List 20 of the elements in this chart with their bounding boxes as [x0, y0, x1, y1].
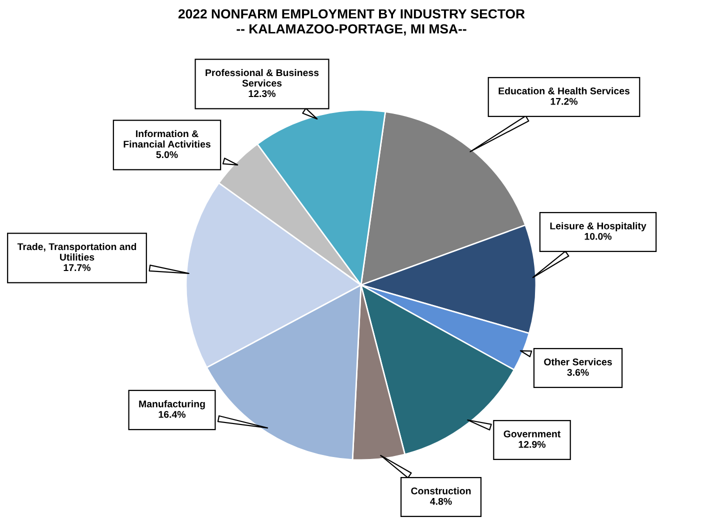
- data-label: 12.9%: [518, 440, 546, 448]
- slice-label: Manufacturing: [139, 400, 205, 410]
- slice-label: Other Services: [544, 358, 612, 366]
- slice-label: Education & Health Services: [498, 87, 630, 94]
- slice-label: Leisure & Hospitality: [550, 222, 646, 232]
- slice-label: Information & Financial Activities: [124, 130, 210, 148]
- chart-title: 2022 NONFARM EMPLOYMENT BY INDUSTRY SECTOR: [178, 9, 525, 19]
- slice-label: Government: [504, 430, 561, 438]
- data-label: 17.2%: [550, 98, 578, 105]
- chart-subtitle: -- KALAMAZOO-PORTAGE, MI MSA--: [236, 24, 466, 36]
- data-label: 3.6%: [567, 368, 589, 376]
- data-label: 17.7%: [64, 264, 91, 272]
- data-label: 16.4%: [158, 410, 186, 418]
- data-label: 4.8%: [430, 498, 452, 505]
- slice-label: Professional & Business Services: [206, 68, 319, 87]
- slice-label: Trade, Transportation and Utilities: [17, 242, 136, 261]
- slice-label: Construction: [411, 487, 471, 494]
- data-label: 5.0%: [156, 151, 178, 158]
- data-label: 10.0%: [584, 232, 612, 240]
- data-label: 12.3%: [248, 90, 276, 98]
